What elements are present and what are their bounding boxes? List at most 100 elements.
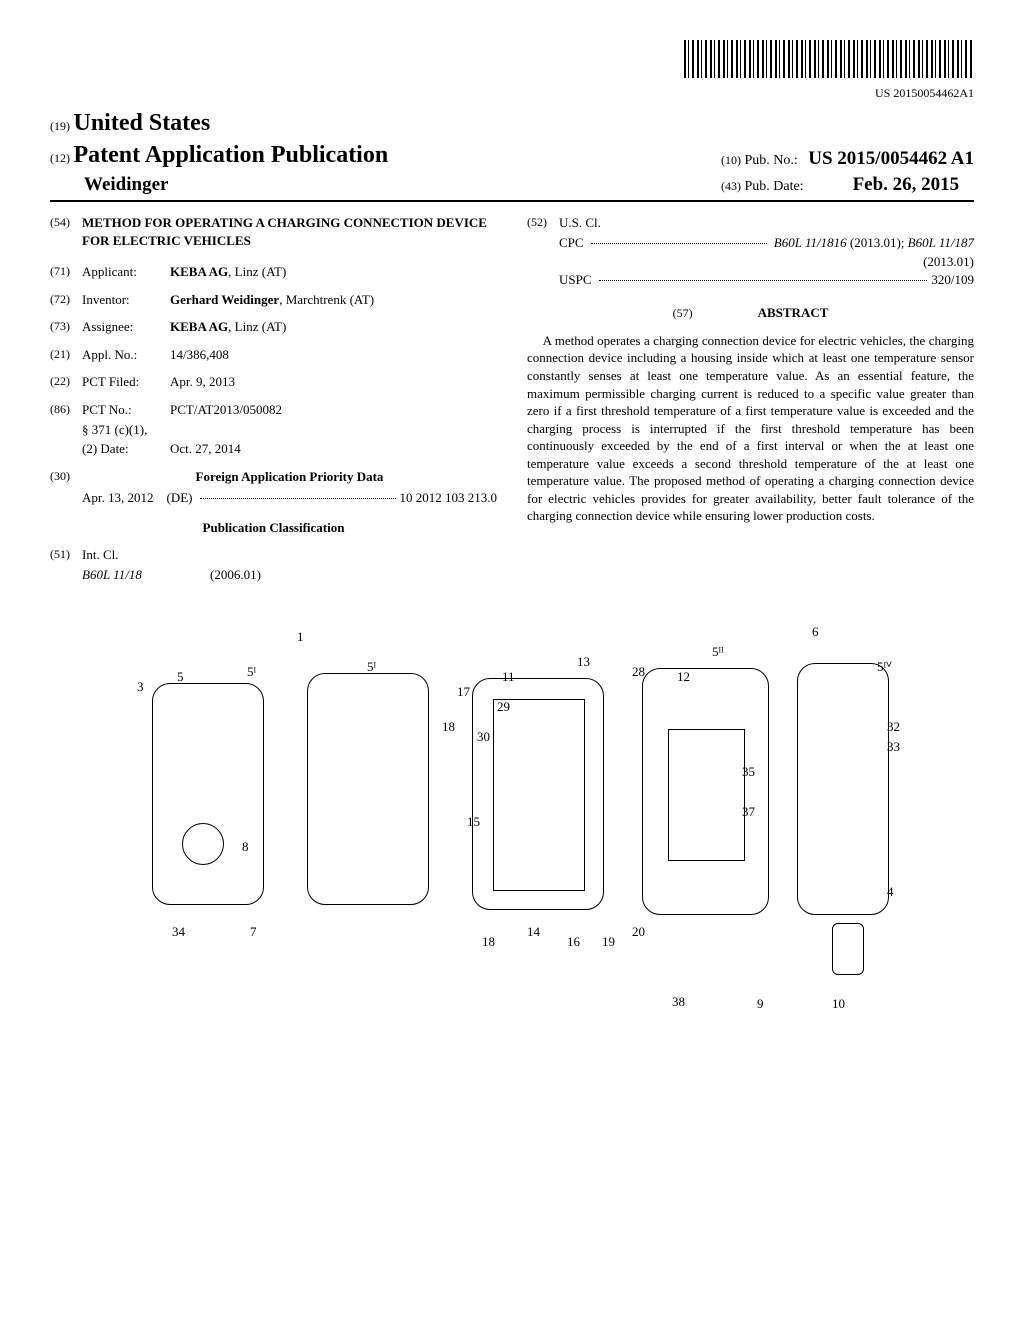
fig-label: 28 bbox=[632, 663, 645, 681]
pub-type-line: (12) Patent Application Publication bbox=[50, 139, 388, 171]
uspc-row: USPC 320/109 bbox=[559, 271, 974, 289]
pub-date-line: (43) Pub. Date: Feb. 26, 2015 bbox=[721, 172, 974, 198]
fig-label: 7 bbox=[250, 923, 257, 941]
code-10: (10) bbox=[721, 153, 741, 167]
pub-type: Patent Application Publication bbox=[74, 142, 389, 168]
fig-part-pcb-assembly bbox=[472, 678, 604, 910]
s371-line1: § 371 (c)(1), bbox=[82, 421, 497, 439]
left-column: (54) METHOD FOR OPERATING A CHARGING CON… bbox=[50, 214, 497, 593]
pctno-row: (86) PCT No.: PCT/AT2013/050082 bbox=[50, 401, 497, 419]
assignee-loc: , Linz (AT) bbox=[228, 319, 286, 334]
pctno-value: PCT/AT2013/050082 bbox=[170, 401, 497, 419]
inventor-loc: , Marchtrenk (AT) bbox=[279, 292, 374, 307]
pctno-label: PCT No.: bbox=[82, 401, 170, 419]
s371-value: Oct. 27, 2014 bbox=[170, 440, 497, 458]
author-name: Weidinger bbox=[84, 172, 388, 198]
code-22: (22) bbox=[50, 373, 82, 391]
priority-number: 10 2012 103 213.0 bbox=[400, 489, 498, 507]
fig-part-mid-housing bbox=[642, 668, 769, 915]
applno-label: Appl. No.: bbox=[82, 346, 170, 364]
priority-date: Apr. 13, 2012 bbox=[82, 490, 154, 505]
fig-label: 1 bbox=[297, 628, 304, 646]
fig-label: 5ᴵⱽ bbox=[877, 658, 892, 676]
fig-label: 17 bbox=[457, 683, 470, 701]
code-52: (52) bbox=[527, 214, 559, 232]
fig-label: 38 bbox=[672, 993, 685, 1011]
fig-label: 37 bbox=[742, 803, 755, 821]
fig-part-back-cover bbox=[797, 663, 889, 915]
fig-label: 13 bbox=[577, 653, 590, 671]
pctfiled-row: (22) PCT Filed: Apr. 9, 2013 bbox=[50, 373, 497, 391]
intcl-row: (51) Int. Cl. bbox=[50, 546, 497, 564]
uspc-label: USPC bbox=[559, 271, 592, 289]
pub-no-label: Pub. No.: bbox=[744, 153, 797, 168]
fig-label: 8 bbox=[242, 838, 249, 856]
pctfiled-label: PCT Filed: bbox=[82, 373, 170, 391]
intcl-edition: (2006.01) bbox=[170, 566, 497, 584]
assignee-row: (73) Assignee: KEBA AG, Linz (AT) bbox=[50, 318, 497, 336]
applicant-value: KEBA AG, Linz (AT) bbox=[170, 263, 497, 281]
right-column: (52) U.S. Cl. CPC B60L 11/1816 (2013.01)… bbox=[527, 214, 974, 593]
pub-class-heading: Publication Classification bbox=[50, 519, 497, 537]
fig-label: 5ᴵ bbox=[367, 658, 376, 676]
fig-part-pcb bbox=[493, 699, 585, 891]
cpc-ed1: (2013.01); bbox=[850, 235, 905, 250]
applno-row: (21) Appl. No.: 14/386,408 bbox=[50, 346, 497, 364]
fig-label: 29 bbox=[497, 698, 510, 716]
fig-label: 32 bbox=[887, 718, 900, 736]
fig-label: 14 bbox=[527, 923, 540, 941]
assignee-value: KEBA AG, Linz (AT) bbox=[170, 318, 497, 336]
inventor-label: Inventor: bbox=[82, 291, 170, 309]
assignee-name: KEBA AG bbox=[170, 319, 228, 334]
fig-label: 35 bbox=[742, 763, 755, 781]
fig-label: 33 bbox=[887, 738, 900, 756]
country-line: (19) United States bbox=[50, 107, 388, 139]
pctfiled-value: Apr. 9, 2013 bbox=[170, 373, 497, 391]
code-54: (54) bbox=[50, 214, 82, 249]
header: (19) United States (12) Patent Applicati… bbox=[50, 107, 974, 202]
fig-label: 16 bbox=[567, 933, 580, 951]
fig-label: 5ᴵ bbox=[247, 663, 256, 681]
abstract-text: A method operates a charging connection … bbox=[527, 332, 974, 525]
code-43: (43) bbox=[721, 179, 741, 193]
fig-label: 6 bbox=[812, 623, 819, 641]
uscl-row: (52) U.S. Cl. bbox=[527, 214, 974, 232]
cpc-ed2: (2013.01) bbox=[527, 253, 974, 271]
pub-no: US 2015/0054462 A1 bbox=[808, 148, 974, 169]
fig-label: 3 bbox=[137, 678, 144, 696]
priority-country: (DE) bbox=[167, 490, 193, 505]
inventor-name: Gerhard Weidinger bbox=[170, 292, 279, 307]
applicant-loc: , Linz (AT) bbox=[228, 264, 286, 279]
title-block: (54) METHOD FOR OPERATING A CHARGING CON… bbox=[50, 214, 497, 249]
intcl-label: Int. Cl. bbox=[82, 546, 497, 564]
pub-no-line: (10) Pub. No.: US 2015/0054462 A1 bbox=[721, 146, 974, 172]
pub-date-label: Pub. Date: bbox=[744, 179, 803, 194]
applicant-name: KEBA AG bbox=[170, 264, 228, 279]
code-57: (57) bbox=[673, 306, 693, 320]
dotted-leader bbox=[200, 498, 396, 499]
fig-label: 12 bbox=[677, 668, 690, 686]
cpc-val1: B60L 11/1816 bbox=[774, 235, 847, 250]
abstract-label: ABSTRACT bbox=[758, 305, 829, 320]
applno-value: 14/386,408 bbox=[170, 346, 497, 364]
cpc-label: CPC bbox=[559, 234, 584, 252]
intcl-class: B60L 11/18 bbox=[82, 566, 170, 584]
code-72: (72) bbox=[50, 291, 82, 309]
fig-part-front-cover bbox=[152, 683, 264, 905]
figure-area: 1 3 5 5ᴵ 5ᴵ 8 34 7 17 18 11 29 30 15 18 … bbox=[50, 623, 974, 1018]
code-71: (71) bbox=[50, 263, 82, 281]
header-right: (10) Pub. No.: US 2015/0054462 A1 (43) P… bbox=[721, 146, 974, 197]
cpc-val2: B60L 11/187 bbox=[908, 235, 974, 250]
code-51: (51) bbox=[50, 546, 82, 564]
fig-label: 11 bbox=[502, 668, 515, 686]
code-21: (21) bbox=[50, 346, 82, 364]
assignee-label: Assignee: bbox=[82, 318, 170, 336]
pub-date: Feb. 26, 2015 bbox=[853, 174, 960, 195]
dotted-leader bbox=[591, 243, 767, 244]
exploded-view-figure: 1 3 5 5ᴵ 5ᴵ 8 34 7 17 18 11 29 30 15 18 … bbox=[132, 623, 892, 1013]
s371-label2: (2) Date: bbox=[82, 440, 170, 458]
code-19: (19) bbox=[50, 119, 70, 133]
fig-label: 19 bbox=[602, 933, 615, 951]
header-left: (19) United States (12) Patent Applicati… bbox=[50, 107, 388, 197]
country: United States bbox=[74, 110, 211, 136]
